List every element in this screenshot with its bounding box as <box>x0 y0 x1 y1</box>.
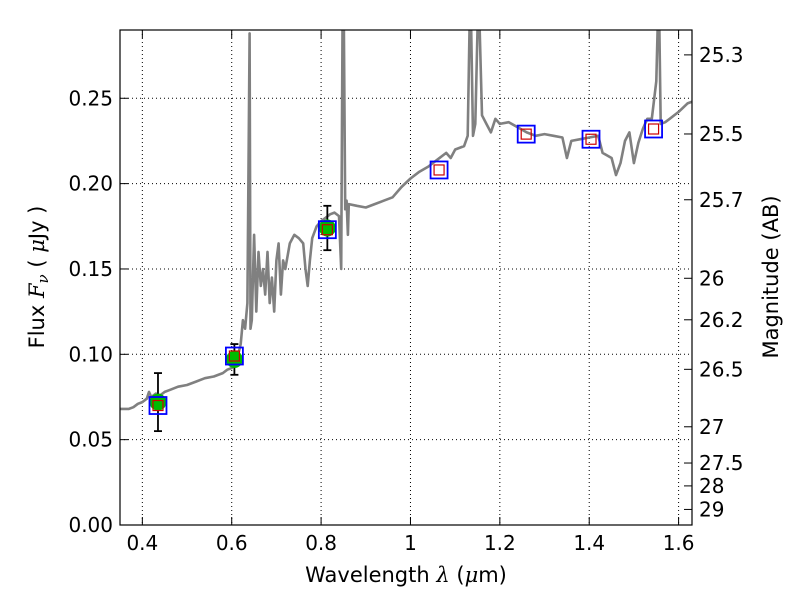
magnitude-tick-label: 28 <box>699 474 724 498</box>
model-square-inner <box>520 128 532 140</box>
magnitude-tick-label: 26 <box>699 266 724 290</box>
grid <box>120 30 692 526</box>
model-points <box>148 119 663 415</box>
magnitude-tick-label: 27 <box>699 415 724 439</box>
model-square <box>516 124 536 144</box>
axis-ticks: 0.4 0.6 0.8 1 1.2 1.4 1.6 0.00 0.05 0.10 0.15 0.20 0… <box>68 30 744 555</box>
x-tick-label: 1.4 <box>573 531 605 555</box>
y-tick-label: 0.05 <box>68 428 113 452</box>
magnitude-tick-label: 25.5 <box>699 122 744 146</box>
model-square <box>224 346 244 366</box>
model-square <box>148 396 168 415</box>
observed-point <box>318 219 336 237</box>
model-square-inner <box>647 123 660 135</box>
model-square <box>644 119 663 139</box>
model-square <box>317 220 337 240</box>
model-square-inner <box>152 399 164 412</box>
magnitude-tick-label: 26.5 <box>699 357 744 381</box>
plot-series <box>120 30 692 433</box>
x-tick-label: 0.6 <box>216 531 248 555</box>
x-tick-label: 0.8 <box>305 531 337 555</box>
plot-frame <box>119 29 693 526</box>
model-square-inner <box>433 164 445 176</box>
y-tick-label: 0.00 <box>68 513 113 537</box>
error-bars <box>153 204 332 433</box>
y-axis-label: Flux Fν ( μJy ) <box>25 206 52 349</box>
y-tick-label: 0.15 <box>68 257 113 281</box>
magnitude-tick-label: 25.3 <box>699 43 744 67</box>
x-tick-label: 0.4 <box>126 531 158 555</box>
x-tick-label: 1.2 <box>484 531 516 555</box>
observed-points <box>149 219 336 411</box>
model-square <box>581 129 601 149</box>
y-tick-label: 0.25 <box>68 86 113 110</box>
magnitude-tick-label: 29 <box>699 497 724 521</box>
x-tick-label: 1 <box>404 531 417 555</box>
magnitude-tick-label: 26.2 <box>699 308 744 332</box>
magnitude-tick-label: 25.7 <box>699 188 744 212</box>
magnitude-tick-label: 27.5 <box>699 451 744 475</box>
x-axis-label: Wavelength λ (μm) <box>305 563 507 587</box>
y-tick-label: 0.20 <box>68 172 113 196</box>
y-tick-label: 0.10 <box>68 342 113 366</box>
model-square-inner <box>321 224 333 236</box>
model-square-inner <box>228 350 240 362</box>
template-spectrum-line <box>120 30 692 411</box>
model-square <box>429 160 449 180</box>
x-tick-label: 1.6 <box>663 531 695 555</box>
model-square-inner <box>585 133 597 145</box>
magnitude-axis-label: Magnitude (AB) <box>759 195 783 358</box>
